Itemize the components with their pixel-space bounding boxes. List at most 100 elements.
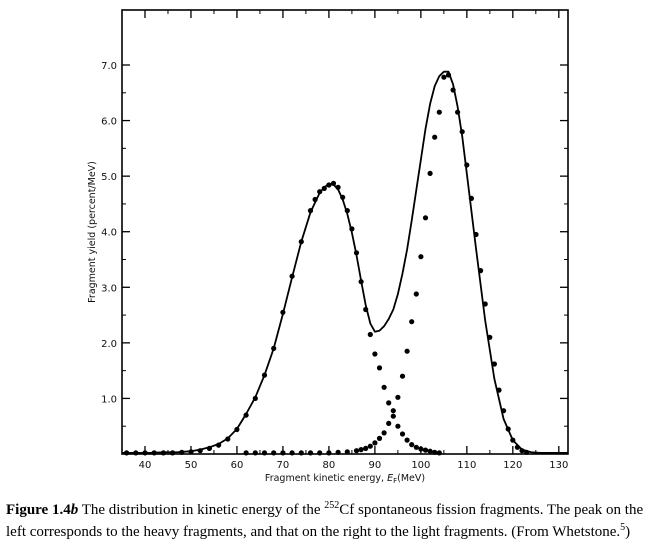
data-point: [432, 449, 438, 455]
data-point: [289, 273, 295, 279]
data-point: [363, 445, 369, 451]
data-point: [404, 437, 410, 443]
data-point: [197, 448, 203, 454]
data-point: [124, 450, 130, 456]
data-point: [151, 450, 157, 456]
data-point: [418, 446, 424, 452]
data-point: [298, 239, 304, 245]
data-point: [330, 180, 337, 186]
data-point: [344, 449, 350, 455]
data-point: [381, 430, 387, 436]
data-point: [427, 170, 433, 176]
data-point: [142, 450, 148, 456]
data-point: [340, 194, 346, 200]
caption-text-3: ): [625, 524, 631, 540]
y-tick-label: 7.0: [101, 61, 117, 72]
data-point: [501, 408, 507, 414]
figure-caption: Figure 1.4b The distribution in kinetic …: [6, 497, 646, 541]
data-point: [280, 309, 286, 315]
data-point: [395, 423, 401, 429]
data-point: [514, 444, 521, 450]
data-point: [473, 231, 479, 238]
y-tick-label: 3.0: [101, 283, 117, 294]
data-point: [326, 182, 332, 188]
x-tick-label: 100: [411, 460, 430, 471]
data-point: [367, 443, 373, 449]
data-point: [376, 435, 383, 441]
data-point: [372, 351, 378, 357]
data-point: [524, 449, 530, 455]
caption-text-1: The distribution in kinetic energy of th…: [78, 502, 325, 518]
data-point: [289, 450, 295, 456]
data-point: [432, 134, 438, 140]
data-point: [298, 450, 304, 456]
y-tick-label: 4.0: [101, 228, 117, 239]
data-point: [386, 400, 392, 406]
data-point: [399, 431, 406, 437]
caption-figure-label: Figure 1.4b: [6, 502, 79, 518]
y-tick-label: 2.0: [101, 339, 117, 350]
data-point: [418, 254, 424, 260]
data-point: [390, 413, 396, 419]
plot-frame: [121, 9, 569, 455]
data-point: [386, 420, 392, 426]
data-point: [409, 442, 415, 448]
data-point: [307, 208, 314, 214]
fit-curve: [122, 70, 568, 454]
y-tick-label: 5.0: [101, 172, 117, 183]
caption-isotope-mass: 252: [324, 500, 340, 511]
data-point: [413, 444, 419, 450]
data-point: [326, 450, 332, 456]
data-point: [261, 372, 268, 378]
data-point: [450, 87, 456, 93]
data-point: [349, 226, 355, 232]
data-point: [353, 250, 360, 256]
data-point: [170, 450, 176, 456]
data-point: [188, 449, 194, 455]
data-point: [321, 185, 327, 191]
data-point: [445, 72, 452, 78]
data-point: [441, 74, 447, 80]
y-tick-label: 1.0: [101, 394, 117, 405]
data-point: [358, 447, 364, 453]
data-point: [496, 387, 502, 393]
data-point: [367, 331, 373, 338]
y-axis-label: Fragment yield (percent/MeV): [87, 161, 98, 303]
data-point: [261, 450, 268, 456]
data-point: [179, 449, 185, 455]
data-point: [216, 442, 222, 448]
data-point: [317, 450, 323, 456]
x-tick-label: 130: [549, 460, 568, 471]
tick-labels: 40 50 60 70 80 90 100 110 120 130 1.0 2.0 3.0 4.0 5.0 6…: [101, 61, 568, 471]
data-point: [422, 215, 429, 221]
data-point: [422, 447, 429, 453]
data-point: [487, 334, 493, 340]
data-point: [372, 440, 378, 446]
data-point: [243, 412, 249, 418]
x-tick-label: 40: [139, 460, 152, 471]
data-point: [390, 408, 396, 414]
caption-reference: 5: [620, 522, 626, 533]
data-point: [478, 268, 484, 274]
tick-marks: [121, 10, 568, 454]
data-point: [395, 394, 401, 400]
data-point: [505, 426, 511, 432]
x-tick-label: 120: [503, 460, 522, 471]
data-point: [468, 195, 474, 201]
data-point: [225, 436, 231, 442]
x-tick-label: 60: [231, 460, 244, 471]
data-point: [252, 395, 258, 401]
data-point: [353, 448, 360, 454]
data-point: [280, 450, 286, 456]
data-point: [404, 348, 410, 354]
data-point: [234, 426, 240, 433]
y-tick-label: 6.0: [101, 117, 117, 128]
data-point: [160, 450, 166, 456]
data-point: [464, 162, 470, 168]
data-point: [459, 129, 465, 135]
x-tick-label: 90: [369, 460, 382, 471]
x-tick-label: 50: [185, 460, 198, 471]
caption-text-2: Cf spontaneous fission fragments. The pe…: [6, 502, 644, 540]
chart: 40 50 60 70 80 90 100 110 120 130 1.0 2.0 3.0 4.0 5.0 6…: [87, 9, 569, 485]
data-point: [436, 109, 442, 115]
